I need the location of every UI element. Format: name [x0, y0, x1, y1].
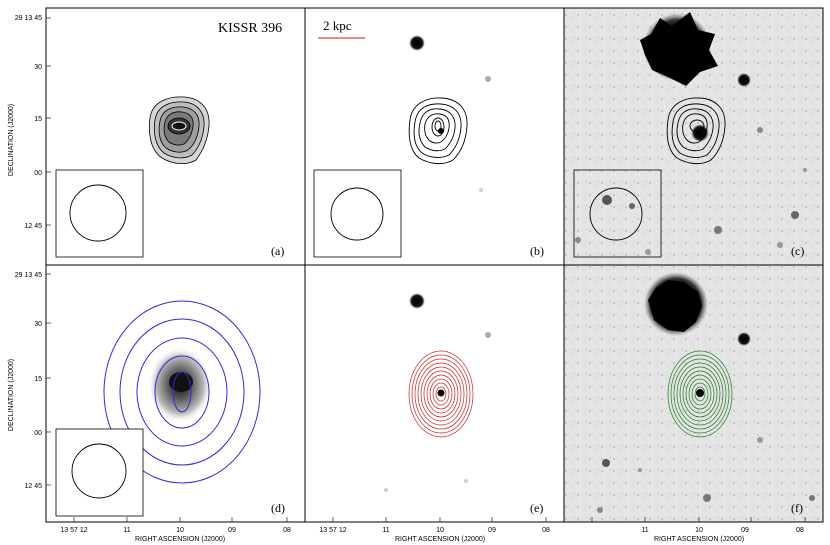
y-axis-label-bottom: DECLINATION (J2000)	[8, 359, 15, 431]
beam-contours-f	[667, 350, 733, 438]
x-axis-label: RIGHT ASCENSION (J2000)	[395, 536, 485, 543]
panel-d	[45, 264, 306, 523]
tick-marks	[46, 17, 806, 522]
ra-tick: 13 57 12	[60, 527, 87, 534]
panel-f	[563, 264, 824, 523]
star-b1	[409, 35, 425, 51]
dec-tick: 12 45	[24, 223, 42, 230]
panel-label-d: (d)	[271, 501, 285, 515]
beam-contours-d	[103, 300, 261, 484]
beam-box-b	[313, 169, 402, 258]
panel-label-c: (c)	[791, 244, 804, 258]
bright-star-f	[644, 272, 708, 336]
panel-c	[563, 7, 824, 266]
ra-tick: 09	[741, 527, 749, 534]
ra-tick: 08	[796, 527, 804, 534]
beam-contours-e	[408, 350, 474, 438]
dec-tick: 29 13 45	[15, 15, 42, 22]
ra-tick: 09	[228, 527, 236, 534]
dec-tick: 00	[34, 170, 42, 177]
x-axis-label: RIGHT ASCENSION (J2000)	[654, 536, 744, 543]
panel-label-b: (b)	[530, 244, 544, 258]
ra-tick: 10	[176, 527, 184, 534]
scale-bar-label: 2 kpc	[323, 18, 352, 33]
beam-box-d	[55, 428, 144, 517]
y-axis-label-top: DECLINATION (J2000)	[8, 104, 15, 176]
ra-tick: 11	[641, 527, 648, 534]
dec-tick: 00	[34, 430, 42, 437]
panel-e	[304, 264, 565, 523]
ra-tick: 10	[695, 527, 703, 534]
dec-tick: 29 13 45	[15, 272, 42, 279]
dec-tick: 30	[34, 64, 42, 71]
ra-tick: 09	[488, 527, 496, 534]
panel-a	[45, 7, 306, 266]
figure-title: KISSR 396	[218, 21, 282, 36]
panel-label-f: (f)	[791, 501, 803, 515]
beam-box-c	[573, 169, 662, 258]
ra-tick: 08	[283, 527, 291, 534]
ra-tick: 10	[436, 527, 444, 534]
ra-tick: 08	[542, 527, 550, 534]
panel-label-e: (e)	[530, 501, 543, 515]
ra-tick: 13 57 12	[319, 527, 346, 534]
galaxy-contours-b	[408, 97, 468, 165]
dec-tick: 30	[34, 321, 42, 328]
galaxy-contours-a	[148, 96, 210, 164]
ra-tick: 11	[123, 527, 130, 534]
x-axis-label: RIGHT ASCENSION (J2000)	[135, 536, 225, 543]
dec-tick: 15	[34, 376, 42, 383]
ra-tick: 11	[382, 527, 389, 534]
dec-tick: 15	[34, 116, 42, 123]
galaxy-contours-c	[666, 97, 726, 165]
dec-tick: 12 45	[24, 483, 42, 490]
bright-star-c	[640, 12, 718, 86]
panel-b	[304, 7, 565, 266]
beam-box-a	[55, 169, 144, 258]
panel-label-a: (a)	[271, 244, 284, 258]
